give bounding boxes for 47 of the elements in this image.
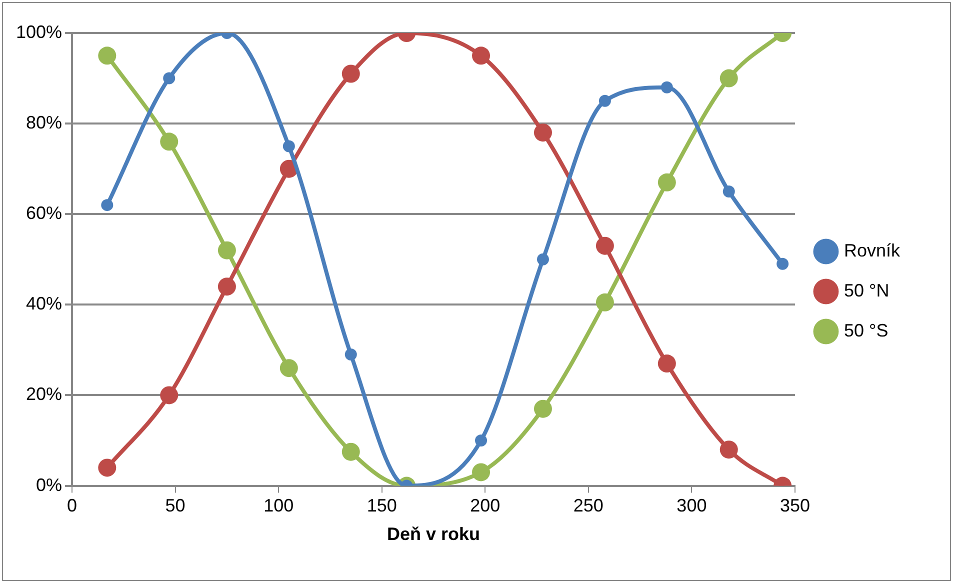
point	[344, 348, 357, 360]
point	[282, 140, 295, 152]
y-tick-label: 40%	[26, 294, 62, 314]
x-tick-label: 150	[366, 496, 397, 516]
y-tick-label: 80%	[26, 112, 62, 133]
point	[472, 463, 490, 482]
point	[596, 236, 614, 255]
legend-label: 50 °N	[844, 280, 890, 300]
x-tick-label: 300	[676, 496, 707, 516]
point	[342, 442, 360, 461]
x-tick-label: 350	[780, 496, 810, 516]
legend-label: Rovník	[844, 240, 901, 260]
point	[163, 72, 176, 84]
point	[596, 293, 614, 312]
x-tick-label: 200	[470, 496, 500, 516]
point	[658, 173, 676, 192]
point	[98, 458, 116, 477]
point	[722, 185, 735, 198]
x-tick-label: 0	[67, 496, 78, 516]
point	[598, 94, 611, 107]
point	[101, 199, 114, 212]
y-tick-label: 60%	[26, 203, 62, 224]
point	[720, 440, 738, 459]
point	[218, 241, 236, 260]
point	[720, 69, 738, 88]
point	[218, 278, 236, 296]
x-tick-label: 250	[573, 496, 604, 516]
point	[658, 354, 676, 373]
x-tick-label: 100	[264, 496, 294, 516]
point	[534, 400, 552, 418]
point	[160, 132, 178, 151]
x-tick-label: 50	[165, 496, 186, 516]
point	[534, 124, 552, 142]
point	[475, 434, 488, 447]
y-tick-label: 20%	[26, 384, 62, 404]
point	[98, 46, 116, 65]
y-tick-label: 100%	[16, 22, 62, 42]
point	[160, 386, 178, 404]
legend-label: 50 °S	[844, 320, 888, 340]
point	[776, 258, 789, 270]
point	[342, 64, 360, 83]
point	[536, 253, 549, 266]
y-tick-label: 0%	[36, 474, 62, 495]
point	[660, 81, 673, 94]
point	[472, 46, 490, 65]
x-axis-title: Deň v roku	[386, 524, 480, 544]
point	[280, 359, 298, 378]
